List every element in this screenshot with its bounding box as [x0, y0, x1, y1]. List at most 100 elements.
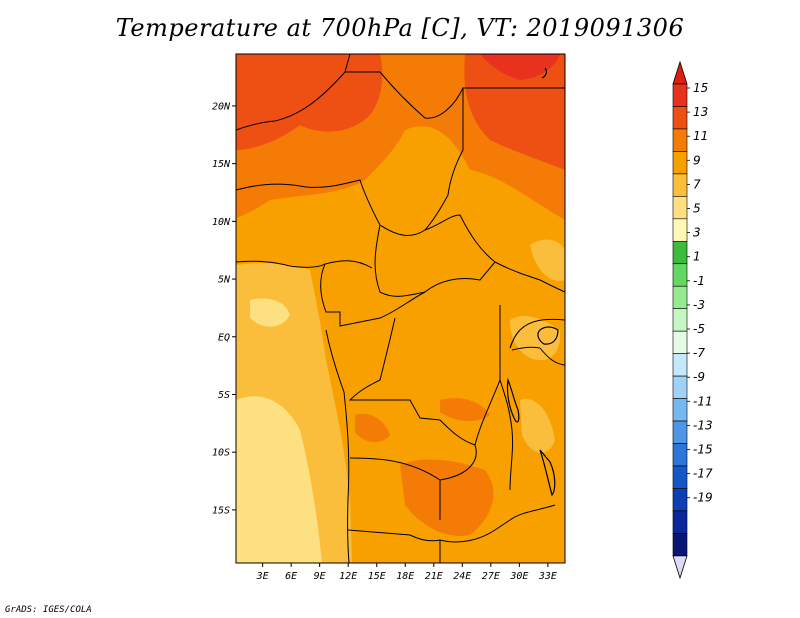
field-11c-zambia	[400, 459, 494, 536]
y-tick-label: 5N	[218, 275, 231, 286]
lake-outline	[541, 67, 548, 79]
field-5c-gulf	[250, 298, 290, 327]
border-line	[499, 305, 514, 491]
colorbar-label: -5	[693, 322, 705, 336]
colorbar-label: 5	[693, 202, 701, 216]
x-tick-label: 15E	[368, 571, 386, 582]
colorbar-label: -13	[693, 418, 713, 432]
field-7c-ethiopia-edge	[530, 239, 565, 281]
colorbar-segment	[672, 510, 688, 534]
colorbar-label: -9	[693, 370, 705, 384]
colorbar-segment	[672, 308, 688, 332]
y-tick-label: 10S	[212, 448, 230, 459]
colorbar-label: -11	[693, 394, 713, 408]
coastline	[343, 391, 350, 563]
colorbar-segment	[672, 128, 688, 152]
coastline	[325, 329, 345, 393]
border-line	[236, 260, 373, 269]
border-line	[379, 291, 426, 319]
y-axis: 20N 15N 10N 5N EQ 5S 10S 15S	[212, 101, 236, 516]
border-line	[511, 346, 541, 351]
colorbar-label: -17	[693, 467, 713, 481]
border-line	[439, 379, 501, 520]
x-tick-label: 6E	[285, 571, 297, 582]
border-line	[519, 318, 565, 331]
x-tick-label: 12E	[339, 571, 357, 582]
border-line	[539, 347, 565, 366]
x-tick-label: 18E	[396, 571, 414, 582]
colorbar-label: 3	[693, 226, 701, 240]
y-tick-label: 20N	[212, 101, 231, 112]
colorbar-segment	[672, 330, 688, 354]
border-line	[236, 54, 351, 131]
border-line	[374, 224, 496, 297]
border-line	[236, 179, 381, 226]
field-11c-angola-a	[355, 413, 390, 443]
grads-credit: GrADS: IGES/COLA	[5, 605, 92, 615]
colorbar-top-arrow	[672, 60, 688, 85]
temperature-field	[236, 54, 565, 563]
x-tick-label: 9E	[314, 571, 326, 582]
border-line	[424, 88, 464, 231]
x-tick-label: 21E	[425, 571, 443, 582]
colorbar: 15 13 11 9 7 5 3 1 -1 -3 -5 -7 -9 -11 -13 -15 -17 -19	[672, 60, 713, 580]
colorbar-label: 13	[693, 105, 708, 119]
colorbar-label: 1	[693, 250, 701, 264]
lake-outline	[509, 329, 521, 349]
y-tick-label: 5S	[218, 390, 230, 401]
colorbar-segment	[672, 533, 688, 557]
colorbar-segment	[672, 465, 688, 489]
field-15c-northeast	[480, 54, 560, 80]
x-tick-label: 33E	[538, 571, 557, 582]
colorbar-segment	[672, 420, 688, 444]
x-tick-label: 3E	[256, 571, 269, 582]
colorbar-segment	[672, 375, 688, 399]
border-line	[320, 263, 381, 327]
lake-tanganyika-outline	[506, 377, 520, 423]
colorbar-segment	[672, 443, 688, 467]
plot-frame	[235, 53, 566, 564]
colorbar-segment	[672, 263, 688, 287]
lake-malawi-outline	[539, 449, 556, 497]
colorbar-segment	[672, 218, 688, 242]
colorbar-segment	[672, 196, 688, 220]
x-axis: 3E 6E 9E 12E 15E 18E 21E 24E 27E 30E 33E	[256, 563, 557, 582]
y-tick-label: 15N	[212, 159, 231, 170]
colorbar-segment	[672, 488, 688, 512]
border-line	[348, 317, 476, 446]
x-tick-label: 27E	[482, 571, 500, 582]
lake-victoria-outline	[537, 326, 559, 345]
colorbar-segment	[672, 240, 688, 265]
colorbar-label: -19	[693, 491, 713, 505]
x-tick-label: 30E	[509, 571, 528, 582]
colorbar-segment	[672, 83, 688, 107]
colorbar-bottom-arrow	[672, 555, 688, 580]
colorbar-label: -1	[693, 274, 705, 288]
border-line	[379, 214, 496, 263]
colorbar-segment	[672, 106, 688, 130]
border-line	[349, 457, 441, 481]
field-5c-offshore	[236, 396, 322, 563]
y-tick-label: EQ	[218, 332, 230, 343]
border-line	[509, 504, 556, 521]
y-tick-label: 15S	[212, 505, 230, 516]
lakes	[506, 67, 559, 497]
colorbar-label: -15	[693, 443, 713, 457]
colorbar-segment	[672, 285, 688, 310]
border-line	[345, 71, 565, 119]
colorbar-label: -3	[693, 298, 705, 312]
field-13c-northeast	[464, 54, 565, 170]
border-line	[494, 261, 565, 293]
chart-title: Temperature at 700hPa [C], VT: 201909130…	[115, 14, 685, 42]
field-11c-katanga	[440, 398, 490, 422]
colorbar-segment	[672, 398, 688, 422]
colorbar-label: 7	[693, 177, 701, 191]
country-borders	[236, 54, 565, 563]
colorbar-label: 11	[693, 129, 708, 143]
colorbar-segment	[672, 173, 688, 197]
colorbar-segment	[672, 353, 688, 377]
field-7c-tanzania	[520, 399, 555, 453]
field-13c-northwest	[236, 54, 383, 150]
colorbar-label: 9	[693, 153, 701, 167]
